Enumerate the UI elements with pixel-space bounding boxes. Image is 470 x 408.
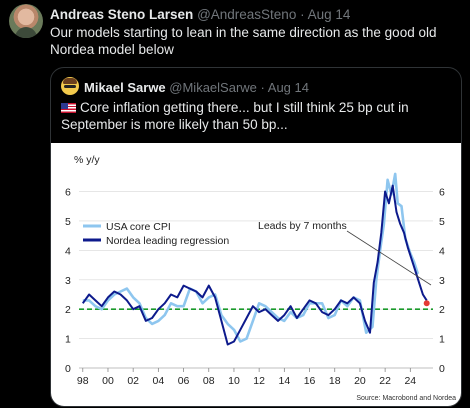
inflation-chart: 0 01 12 23 34 45 56 698 00 02 04 06 08 10 12 14 16 18 20 22… [65,154,456,402]
x-tick-label: 20 [354,375,366,387]
annotation-text: Leads by 7 months [258,220,347,232]
x-tick-label: 98 [77,375,89,387]
x-tick-label: 16 [304,375,316,387]
y-tick-right: 3 [439,275,445,287]
y-tick-left: 0 [65,363,71,375]
y-tick-right: 1 [439,334,445,346]
unit-label-left: % y/y [74,154,100,166]
x-tick-label: 00 [102,375,114,387]
x-tick-label: 08 [203,375,215,387]
series-lines [81,172,430,346]
annotation-leader-line [346,230,432,286]
y-tick-left: 6 [65,187,71,199]
quoted-tweet-text: Core inflation getting there... but I st… [61,100,409,132]
y-tick-right: 2 [439,304,445,316]
author-name[interactable]: Andreas Steno Larsen [50,7,194,22]
author-avatar[interactable] [9,4,43,38]
y-tick-left: 2 [65,304,71,316]
legend-label-cpi: USA core CPI [106,221,171,233]
legend-label-nordea: Nordea leading regression [106,235,229,247]
author-handle[interactable]: @AndreasSteno [197,7,297,22]
y-tick-right: 4 [439,245,445,257]
x-tick-label: 14 [279,375,291,387]
tweet-header: Andreas Steno Larsen @AndreasSteno · Aug… [50,7,350,22]
avatar-glasses [64,85,76,88]
quoted-author-avatar[interactable] [61,77,79,95]
legend: USA core CPI Nordea leading regression [83,221,229,247]
x-tick-label: 02 [127,375,139,387]
quoted-tweet-text-block: Core inflation getting there... but I st… [61,99,456,133]
y-tick-right: 6 [439,187,445,199]
x-tick-label: 12 [253,375,265,387]
quoted-tweet-date[interactable]: Aug 14 [267,80,309,95]
x-tick-label: 18 [329,375,341,387]
quoted-tweet-header: Mikael Sarwe @MikaelSarwe · Aug 14 [84,80,309,95]
us-flag-icon [61,103,76,113]
tick-labels: 0 01 12 23 34 45 56 698 00 02 04 06 08 10 12 14 16 18 20 22… [65,187,445,387]
endpoint-dot [423,300,430,307]
quoted-header-separator: · [260,80,265,95]
tweet-date[interactable]: Aug 14 [307,7,351,22]
tweet-text: Our models starting to lean in the same … [50,25,437,57]
x-tick-label: 22 [379,375,391,387]
y-tick-left: 1 [65,334,71,346]
y-tick-left: 5 [65,216,71,228]
y-tick-right: 5 [439,216,445,228]
x-tick-label: 04 [153,375,165,387]
y-tick-right: 0 [439,363,445,375]
chart-source: Source: Macrobond and Nordea [356,395,456,402]
x-tick-label: 06 [178,375,190,387]
avatar-hair [63,78,77,84]
x-tick-label: 24 [404,375,416,387]
quoted-author-handle[interactable]: @MikaelSarwe [169,80,257,95]
chart-grid [79,191,433,372]
quoted-author-name[interactable]: Mikael Sarwe [84,80,166,95]
header-separator: · [300,7,305,22]
x-tick-label: 10 [228,375,240,387]
y-tick-left: 3 [65,275,71,287]
series-line-nordea [81,184,428,346]
y-tick-left: 4 [65,245,71,257]
chart-image[interactable]: 0 0 1 1 2 2 3 3 4 4 5 5 6 6 98 00 02 04 06 08 10 12 14 16 18 20 22… [51,143,461,406]
quoted-tweet[interactable]: Mikael Sarwe @MikaelSarwe · Aug 14 Core … [50,67,462,407]
series-line-cpi [82,172,420,343]
